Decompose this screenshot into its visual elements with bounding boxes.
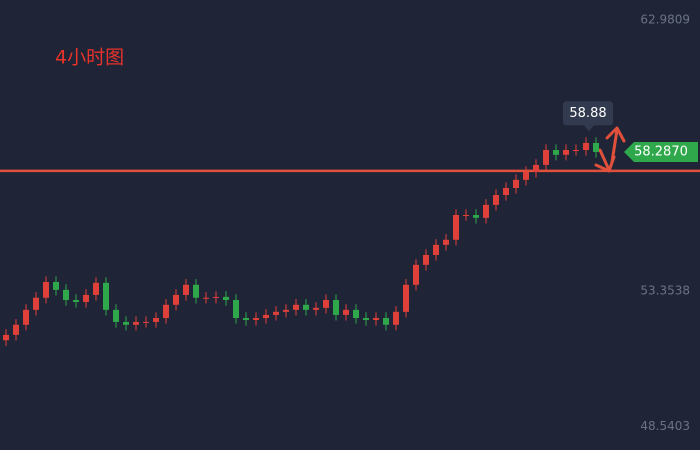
y-tick-label: 62.9809 [640,12,690,26]
candle-body [63,289,69,300]
candle-body [173,294,179,305]
candle-body [523,171,529,180]
candle-body [83,294,89,302]
candle-body [473,215,479,218]
candle-body [13,324,19,335]
candle-body [73,300,79,302]
candle-body [123,321,129,325]
candle-body [503,187,509,196]
candle-body [313,307,319,310]
candle-body [363,318,369,320]
last-price-tag [624,142,698,163]
candle-body [133,321,139,325]
candle-body [243,318,249,320]
candle-body [3,334,9,341]
candle-body [253,318,259,320]
candle-body [233,300,239,319]
candle-body [203,297,209,299]
candle-body [103,282,109,310]
candle-body [413,264,419,285]
candle-body [383,318,389,325]
candle-body [163,304,169,319]
candle-body [483,204,489,218]
high-label: 58.88 [569,106,606,121]
candle-body [263,314,269,319]
candle-body [223,296,229,300]
high-label-pointer [584,125,594,132]
candle-body [373,318,379,320]
candle-body [323,300,329,308]
candle-body [293,304,299,310]
candle-body [23,309,29,325]
candle-body [433,244,439,255]
candle-body [113,309,119,322]
candle-body [93,282,99,295]
candle-body [593,142,599,152]
candle-body [283,309,289,312]
candle-body [453,215,459,240]
candle-body [463,215,469,217]
candle-body [143,321,149,323]
candle-body [33,297,39,310]
candle-body [193,284,199,298]
candle-body [303,304,309,310]
candle-body [403,284,409,312]
candle-body [513,179,519,188]
y-tick-label: 53.3538 [640,283,690,297]
candle-body [393,311,399,325]
last-price-label: 58.2870 [634,145,688,160]
candle-body [443,239,449,245]
candle-body [573,150,579,151]
candle-body [343,309,349,315]
candle-body [183,284,189,295]
y-tick-label: 48.5403 [640,419,690,433]
candle-body [493,195,499,205]
candle-body [563,150,569,155]
chart-title: 4小时图 [55,47,124,69]
candle-body [273,311,279,315]
candle-body [423,254,429,265]
candle-body [153,318,159,322]
candle-body [543,150,549,165]
candle-body [333,300,339,315]
candle-body [43,281,49,298]
high-label-box [563,101,613,126]
candle-body [53,281,59,290]
candle-body [533,164,539,172]
candle-body [213,296,219,298]
candle-body [553,150,559,155]
candle-body [353,309,359,319]
candle-body [583,142,589,150]
